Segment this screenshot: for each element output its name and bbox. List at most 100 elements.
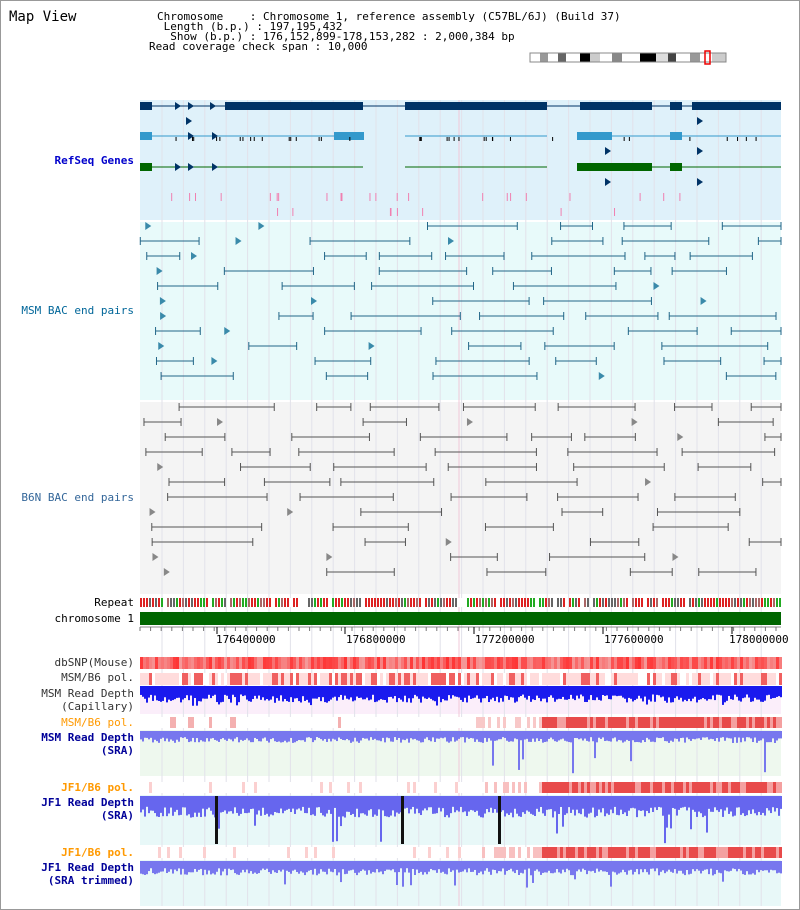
msm-capillary-depth: [434, 686, 436, 702]
track-label-dbsnp[interactable]: dbSNP(Mouse): [54, 656, 134, 669]
msm-pol2-cell: [290, 717, 293, 728]
msm-pol2-cell: [371, 717, 374, 728]
jf1-sra-depth: [622, 796, 624, 815]
track-label-msm-bac[interactable]: MSM BAC end pairs: [21, 304, 134, 317]
strand-arrow: [210, 102, 216, 110]
msm-capillary-depth: [450, 686, 452, 699]
dbsnp-cell: [650, 657, 653, 669]
msm-capillary-depth: [576, 686, 578, 696]
jf1-sra-depth: [298, 796, 300, 809]
msm-pol2-cell: [533, 717, 536, 728]
msm-capillary-depth: [564, 686, 566, 700]
msm-pol-cell: [371, 673, 374, 685]
msm-sra-depth: [464, 731, 466, 743]
msm-sra-depth: [380, 731, 382, 742]
msm-pol2-cell: [470, 717, 473, 728]
dbsnp-cell: [332, 657, 335, 669]
track-label-msm-b6-pol-1[interactable]: MSM/B6 pol.: [61, 671, 134, 684]
msm-pol-cell: [488, 673, 491, 685]
repeat-element: [536, 598, 538, 607]
dbsnp-cell: [191, 657, 194, 669]
jf1-sra-depth: [542, 796, 544, 814]
track-label-msm-b6-pol-2[interactable]: MSM/B6 pol.: [61, 716, 134, 729]
msm-capillary-depth: [660, 686, 662, 698]
jf1-trimmed-depth: [408, 861, 410, 873]
jf1-pol-cell: [386, 782, 389, 793]
msm-capillary-depth: [588, 686, 590, 700]
msm-sra-depth: [438, 731, 440, 739]
dbsnp-cell: [749, 657, 752, 669]
jf1-pol-cell: [764, 782, 767, 793]
msm-pol2-cell: [668, 717, 671, 728]
msm-pol-cell: [710, 673, 713, 685]
track-label-jf1-read-depth-trimmed[interactable]: JF1 Read Depth (SRA trimmed): [41, 861, 134, 887]
track-label-jf1-b6-pol-1[interactable]: JF1/B6 pol.: [61, 781, 134, 794]
track-label-jf1-b6-pol-2[interactable]: JF1/B6 pol.: [61, 846, 134, 859]
msm-pol2-cell: [566, 717, 569, 728]
msm-sra-depth: [270, 731, 272, 740]
msm-pol2-cell: [362, 717, 365, 728]
msm-sra-depth: [168, 731, 170, 742]
msm-pol2-cell: [692, 717, 695, 728]
msm-pol-cell: [695, 673, 698, 685]
jf1-trimmed-depth: [256, 861, 258, 874]
msm-pol-cell: [725, 673, 728, 685]
msm-capillary-depth: [282, 686, 284, 702]
dbsnp-cell: [272, 657, 275, 669]
msm-pol-cell: [251, 673, 254, 685]
jf1-trimmed-depth: [726, 861, 728, 872]
msm-capillary-depth: [280, 686, 282, 696]
jf1-sra-depth: [218, 796, 220, 829]
jf1-pol-cell: [578, 782, 581, 793]
dbsnp-cell: [713, 657, 716, 669]
msm-sra-depth: [700, 731, 702, 740]
msm-sra-depth: [484, 731, 486, 738]
repeat-element: [233, 598, 235, 607]
track-label-msm-read-depth-capillary[interactable]: MSM Read Depth (Capillary): [41, 687, 134, 713]
dbsnp-cell: [389, 657, 392, 669]
jf1-trimmed-depth: [436, 861, 438, 873]
msm-sra-depth: [384, 731, 386, 743]
msm-bac-pair: [211, 357, 218, 365]
msm-pol2-cell: [395, 717, 398, 728]
msm-pol2-cell: [482, 717, 485, 728]
jf1-sra-depth: [604, 796, 606, 817]
jf1-pol2-cell: [593, 847, 596, 858]
msm-capillary-depth: [758, 686, 760, 700]
msm-pol2-cell: [221, 717, 224, 728]
repeat-element: [716, 598, 718, 607]
jf1-sra-depth: [408, 796, 410, 814]
msm-capillary-depth: [620, 686, 622, 696]
msm-capillary-depth: [414, 686, 416, 695]
jf1-pol2-cell: [440, 847, 443, 858]
repeat-element: [257, 598, 259, 607]
msm-pol-cell: [701, 673, 704, 685]
dbsnp-cell: [524, 657, 527, 669]
jf1-sra-depth: [724, 796, 726, 811]
repeat-element: [623, 598, 625, 607]
track-label-refseq-genes[interactable]: RefSeq Genes: [54, 154, 134, 167]
msm-sra-depth: [230, 731, 232, 740]
track-label-jf1-read-depth-sra[interactable]: JF1 Read Depth (SRA): [41, 796, 134, 822]
jf1-trimmed-depth: [330, 861, 332, 872]
msm-sra-depth: [644, 731, 646, 743]
track-label-b6n-bac[interactable]: B6N BAC end pairs: [21, 491, 134, 504]
b6n-bac-pair: [672, 553, 679, 561]
msm-pol2-cell: [284, 717, 287, 728]
jf1-sra-depth: [384, 796, 386, 817]
jf1-pol2-cell: [293, 847, 296, 858]
repeat-element: [761, 598, 763, 607]
track-label-msm-read-depth-sra[interactable]: MSM Read Depth (SRA): [41, 731, 134, 757]
jf1-sra-depth: [720, 796, 722, 810]
msm-pol2-cell: [731, 717, 734, 728]
jf1-pol2-cell: [662, 847, 665, 858]
jf1-sra-depth: [638, 796, 640, 811]
jf1-trimmed-depth: [388, 861, 390, 870]
dbsnp-cell: [647, 657, 650, 669]
msm-pol-cell: [677, 673, 680, 685]
track-label-repeat[interactable]: Repeat: [94, 596, 134, 609]
repeat-element: [398, 598, 400, 607]
b6n-bac-track-bg: [140, 402, 781, 594]
jf1-trimmed-depth: [650, 861, 652, 869]
msm-sra-depth: [530, 731, 532, 742]
